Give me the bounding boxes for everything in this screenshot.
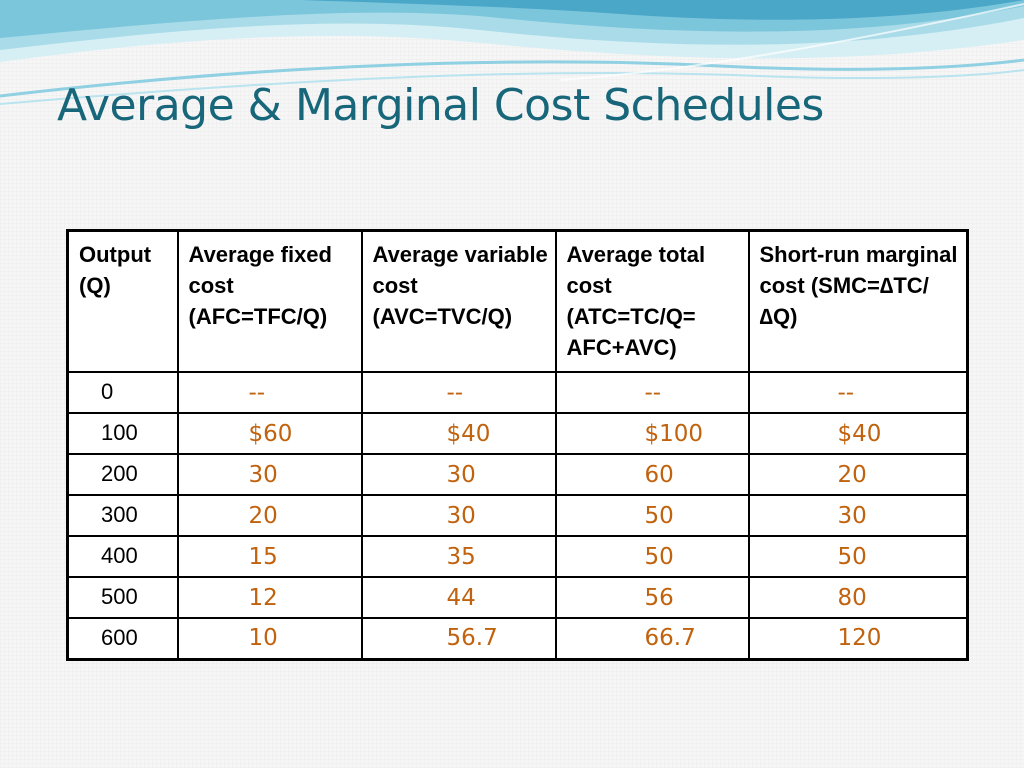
output-cell: 600 bbox=[66, 617, 179, 660]
avc-value: -- bbox=[446, 379, 464, 406]
afc-cell: $60 bbox=[176, 412, 363, 455]
output-cell: 200 bbox=[66, 453, 179, 496]
output-cell: 400 bbox=[66, 535, 179, 578]
table-row: 200 30 30 60 20 bbox=[66, 453, 969, 496]
smc-cell: 30 bbox=[747, 494, 969, 537]
table-row: 0 -- -- -- -- bbox=[66, 371, 969, 414]
atc-value: 50 bbox=[644, 502, 674, 529]
avc-value: $40 bbox=[446, 420, 491, 447]
avc-cell: 44 bbox=[360, 576, 557, 619]
avc-cell: 56.7 bbox=[360, 617, 557, 660]
table-row: 600 10 56.7 66.7 120 bbox=[66, 617, 969, 660]
table-row: 500 12 44 56 80 bbox=[66, 576, 969, 619]
atc-value: 56 bbox=[644, 584, 674, 611]
atc-value: -- bbox=[644, 379, 662, 406]
smc-cell: 80 bbox=[747, 576, 969, 619]
table-row: 300 20 30 50 30 bbox=[66, 494, 969, 537]
afc-cell: 30 bbox=[176, 453, 363, 496]
smc-value: 120 bbox=[837, 625, 882, 652]
output-cell: 0 bbox=[66, 371, 179, 414]
slide-title: Average & Marginal Cost Schedules bbox=[57, 80, 824, 131]
afc-cell: 20 bbox=[176, 494, 363, 537]
smc-value: $40 bbox=[837, 420, 882, 447]
atc-cell: 50 bbox=[554, 535, 750, 578]
atc-value: 50 bbox=[644, 543, 674, 570]
output-cell: 500 bbox=[66, 576, 179, 619]
afc-value: 15 bbox=[248, 543, 278, 570]
header-output: Output (Q) bbox=[66, 229, 179, 373]
cost-schedule-table: Output (Q) Average fixed cost (AFC=TFC/Q… bbox=[66, 229, 969, 661]
output-cell: 100 bbox=[66, 412, 179, 455]
smc-value: 30 bbox=[837, 502, 867, 529]
afc-value: 10 bbox=[248, 625, 278, 652]
table-row: 400 15 35 50 50 bbox=[66, 535, 969, 578]
smc-value: 50 bbox=[837, 543, 867, 570]
header-short-run-marginal-cost: Short-run marginal cost (SMC=∆TC/∆Q) bbox=[747, 229, 969, 373]
afc-cell: 12 bbox=[176, 576, 363, 619]
avc-cell: -- bbox=[360, 371, 557, 414]
avc-cell: $40 bbox=[360, 412, 557, 455]
smc-cell: 50 bbox=[747, 535, 969, 578]
afc-value: -- bbox=[248, 379, 266, 406]
atc-cell: 56 bbox=[554, 576, 750, 619]
avc-value: 35 bbox=[446, 543, 476, 570]
avc-value: 56.7 bbox=[446, 625, 498, 652]
smc-cell: $40 bbox=[747, 412, 969, 455]
atc-cell: -- bbox=[554, 371, 750, 414]
atc-value: $100 bbox=[644, 420, 704, 447]
avc-cell: 30 bbox=[360, 494, 557, 537]
smc-value: 20 bbox=[837, 461, 867, 488]
table-header-row: Output (Q) Average fixed cost (AFC=TFC/Q… bbox=[66, 229, 969, 373]
decorative-swoosh-banner bbox=[0, 0, 1024, 105]
cost-schedule-table-container: Output (Q) Average fixed cost (AFC=TFC/Q… bbox=[66, 229, 969, 661]
afc-cell: -- bbox=[176, 371, 363, 414]
smc-value: 80 bbox=[837, 584, 867, 611]
avc-value: 44 bbox=[446, 584, 476, 611]
smc-cell: 20 bbox=[747, 453, 969, 496]
afc-value: $60 bbox=[248, 420, 293, 447]
atc-value: 60 bbox=[644, 461, 674, 488]
smc-value: -- bbox=[837, 379, 855, 406]
afc-value: 12 bbox=[248, 584, 278, 611]
atc-cell: 60 bbox=[554, 453, 750, 496]
avc-cell: 35 bbox=[360, 535, 557, 578]
header-average-fixed-cost: Average fixed cost (AFC=TFC/Q) bbox=[176, 229, 363, 373]
smc-cell: 120 bbox=[747, 617, 969, 660]
atc-cell: 50 bbox=[554, 494, 750, 537]
afc-cell: 15 bbox=[176, 535, 363, 578]
table-row: 100 $60 $40 $100 $40 bbox=[66, 412, 969, 455]
afc-value: 30 bbox=[248, 461, 278, 488]
smc-cell: -- bbox=[747, 371, 969, 414]
header-average-total-cost: Average total cost (ATC=TC/Q= AFC+AVC) bbox=[554, 229, 750, 373]
avc-value: 30 bbox=[446, 502, 476, 529]
atc-cell: $100 bbox=[554, 412, 750, 455]
afc-cell: 10 bbox=[176, 617, 363, 660]
avc-value: 30 bbox=[446, 461, 476, 488]
output-cell: 300 bbox=[66, 494, 179, 537]
header-average-variable-cost: Average variable cost (AVC=TVC/Q) bbox=[360, 229, 557, 373]
avc-cell: 30 bbox=[360, 453, 557, 496]
afc-value: 20 bbox=[248, 502, 278, 529]
atc-cell: 66.7 bbox=[554, 617, 750, 660]
atc-value: 66.7 bbox=[644, 625, 696, 652]
